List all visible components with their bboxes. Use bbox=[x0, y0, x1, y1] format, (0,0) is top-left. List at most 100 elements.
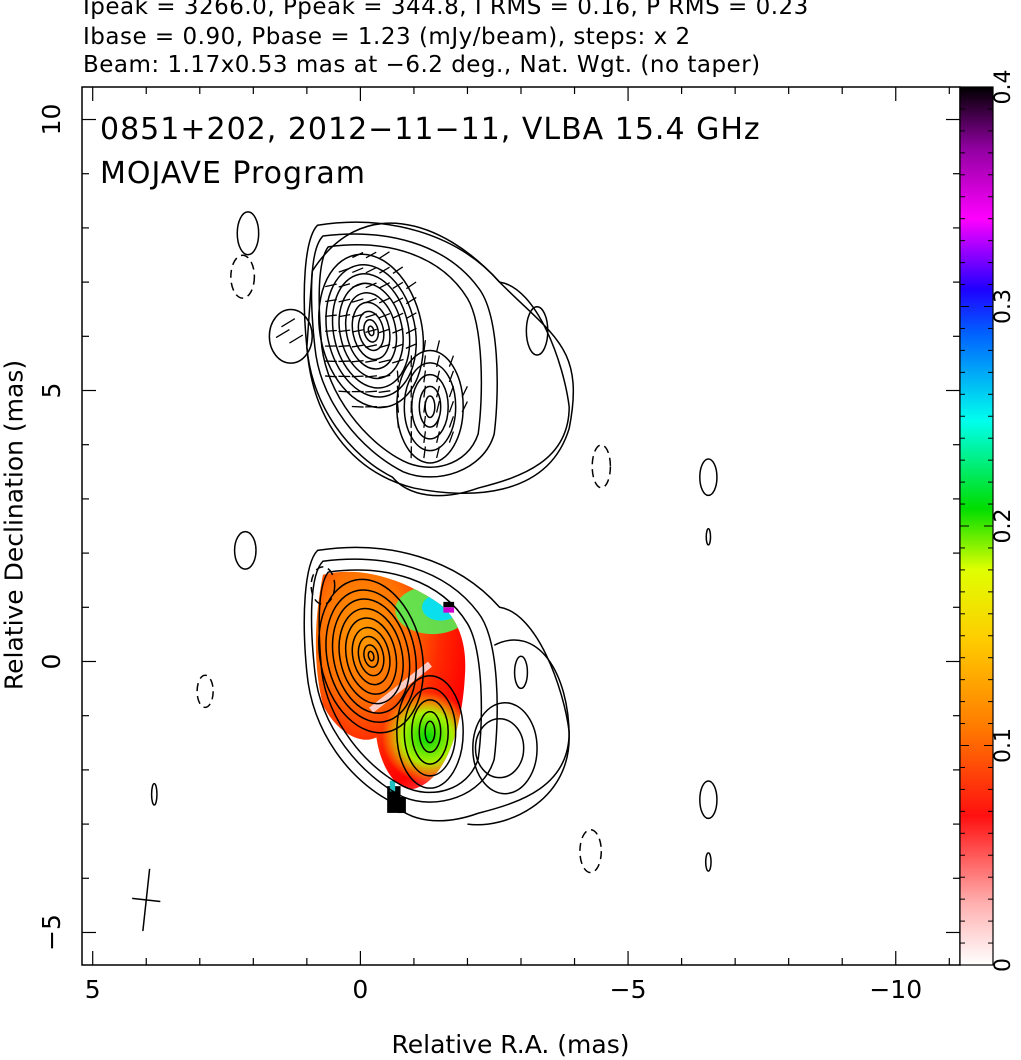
polarization-vector bbox=[435, 431, 441, 443]
polarization-vector bbox=[365, 251, 377, 259]
polarization-vector bbox=[405, 296, 417, 305]
polarization-vector bbox=[448, 431, 455, 443]
polarization-vector bbox=[378, 312, 391, 319]
minor-contour bbox=[704, 852, 712, 872]
x-tick-label: 5 bbox=[85, 975, 101, 1004]
polarization-vector bbox=[281, 318, 296, 328]
polarization-vector bbox=[338, 298, 351, 303]
x-tick-label: 0 bbox=[352, 975, 368, 1004]
minor-contour bbox=[513, 655, 529, 690]
lower-core-contour bbox=[357, 635, 385, 677]
lower-core-contour bbox=[331, 598, 411, 714]
polarization-vector bbox=[396, 370, 400, 383]
polarization-vector bbox=[351, 344, 364, 348]
minor-contour bbox=[699, 780, 718, 820]
polarization-vector bbox=[435, 370, 441, 383]
polarization-vector bbox=[378, 297, 391, 304]
header-line-base: Ibase = 0.90, Pbase = 1.23 (mJy/beam), s… bbox=[83, 24, 691, 50]
polarization-vector bbox=[365, 313, 377, 319]
negative-contour bbox=[591, 444, 612, 489]
upper-core-contour bbox=[351, 301, 391, 361]
lower-core-contour bbox=[318, 578, 425, 734]
polarization-vector bbox=[351, 360, 364, 363]
y-tick-label: 10 bbox=[37, 104, 66, 136]
edge-pixels-cyan bbox=[389, 780, 396, 792]
colorbar: 0 0.1 0.2 0.3 0.4 bbox=[959, 70, 1016, 972]
y-tick-label: 0 bbox=[37, 654, 66, 670]
minor-contour bbox=[474, 718, 525, 779]
x-tick-label: −10 bbox=[869, 975, 922, 1004]
polarization-vector bbox=[338, 329, 351, 333]
polarization-vector bbox=[325, 298, 337, 303]
negative-contour bbox=[579, 829, 603, 874]
polarization-vector bbox=[435, 385, 441, 398]
header-line-beam: Beam: 1.17x0.53 mas at −6.2 deg., Nat. W… bbox=[83, 52, 761, 78]
polarization-vector bbox=[352, 251, 364, 259]
minor-contour bbox=[525, 306, 549, 356]
beam-minor-axis bbox=[132, 897, 161, 903]
polarization-vector bbox=[396, 400, 400, 413]
polarization-vector bbox=[365, 359, 378, 363]
polarization-vector bbox=[351, 405, 364, 408]
minor-contour bbox=[150, 782, 158, 806]
lower-core-contour bbox=[338, 607, 404, 705]
polarization-vector bbox=[351, 298, 364, 303]
minor-contour bbox=[699, 458, 718, 497]
polarization-vector bbox=[423, 385, 427, 398]
lower-secondary-contour bbox=[396, 674, 464, 789]
polarization-vector bbox=[448, 355, 455, 367]
polarization-vector bbox=[448, 416, 455, 428]
negative-contour bbox=[310, 566, 336, 606]
lower-core-contour bbox=[351, 626, 391, 686]
edge-pixels-high bbox=[397, 796, 406, 814]
polarization-vector bbox=[406, 281, 417, 290]
edge-pixels-high bbox=[443, 601, 455, 608]
plot-frame bbox=[81, 86, 961, 966]
upper-contour bbox=[310, 233, 498, 478]
upper-secondary-contour bbox=[396, 349, 464, 464]
minor-contour bbox=[705, 528, 712, 546]
header-line-peak: Ipeak = 3266.0, Ppeak = 344.8, I RMS = 0… bbox=[83, 0, 809, 20]
polarization-vector bbox=[378, 405, 391, 408]
polarization-vectors bbox=[275, 251, 468, 459]
polarization-vector bbox=[423, 355, 427, 368]
x-axis-ticks: 5 0 −5 −10 bbox=[85, 87, 950, 1004]
polarization-vector bbox=[352, 267, 364, 274]
source-label: 0851+202, 2012−11−11, VLBA 15.4 GHz bbox=[100, 112, 761, 147]
polarization-vector bbox=[435, 446, 441, 459]
lower-contour bbox=[303, 546, 570, 822]
polarization-vector bbox=[392, 343, 404, 349]
polarization-vector bbox=[378, 343, 391, 349]
polarization-vector bbox=[392, 358, 404, 364]
lower-secondary-contour bbox=[418, 710, 442, 754]
polarization-vector bbox=[435, 355, 441, 368]
polarization-vector bbox=[392, 266, 404, 274]
polarization-vector bbox=[461, 386, 468, 398]
polarization-vector bbox=[405, 343, 417, 350]
polarization-vector bbox=[423, 446, 427, 459]
beam-ellipse bbox=[132, 868, 161, 932]
upper-secondary-contour bbox=[424, 395, 436, 419]
polarization-vector bbox=[379, 266, 390, 274]
polarization-vector bbox=[338, 344, 351, 348]
polarization-vector bbox=[275, 329, 290, 339]
lower-contour bbox=[310, 558, 498, 803]
lower-core-contour bbox=[363, 644, 380, 668]
x-axis-label: Relative R.A. (mas) bbox=[391, 1030, 630, 1059]
polarization-vector bbox=[435, 416, 441, 428]
polarization-vector bbox=[338, 283, 351, 288]
lower-secondary-contour bbox=[411, 699, 449, 765]
polarization-vector bbox=[423, 340, 427, 352]
colorbar-tick-label: 0.1 bbox=[991, 728, 1016, 763]
upper-secondary-contour bbox=[418, 385, 442, 428]
polarization-vector bbox=[325, 375, 337, 378]
polarization-vector bbox=[378, 282, 391, 289]
polarization-vector bbox=[338, 314, 351, 318]
polarization-vector bbox=[351, 375, 364, 378]
minor-contour bbox=[268, 308, 313, 364]
y-axis-label: Relative Declination (mas) bbox=[0, 359, 29, 691]
colorbar-tick-label: 0.2 bbox=[991, 509, 1016, 544]
minor-contour bbox=[233, 530, 257, 570]
polarization-vector bbox=[423, 370, 427, 383]
